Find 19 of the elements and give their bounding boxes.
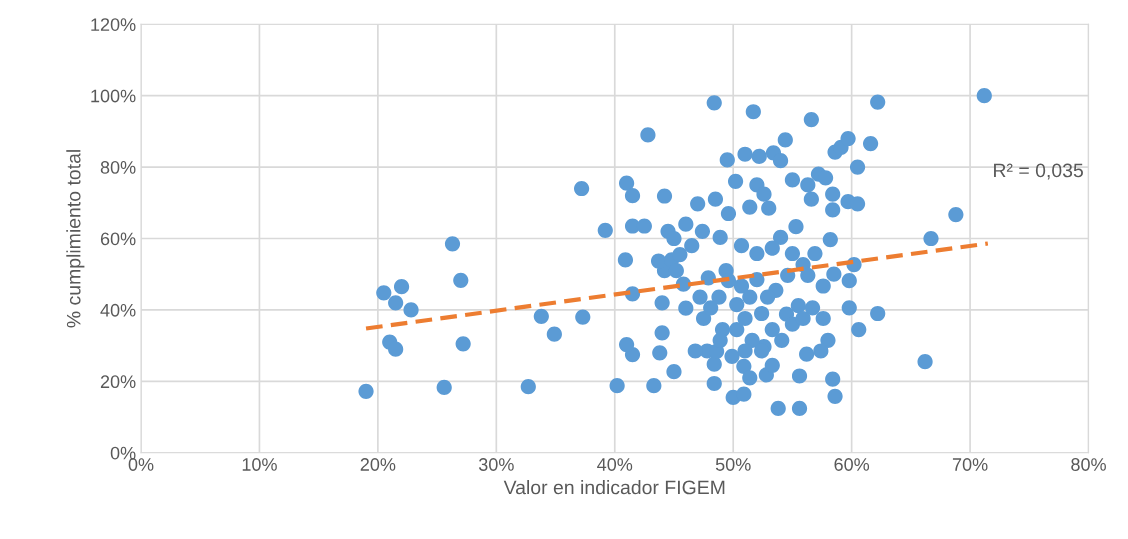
y-tick-label: 80% (100, 161, 136, 174)
y-tick-label: 60% (100, 232, 136, 246)
y-tick-label: 100% (91, 89, 136, 103)
y-tick-label: 0% (110, 446, 136, 460)
annotation: R² = 0,035 (994, 163, 1083, 180)
x-tick-label: 60% (834, 458, 870, 471)
x-axis-title: Valor en indicador FIGEM (503, 480, 725, 495)
x-tick-label: 70% (952, 458, 988, 471)
y-tick-label: 120% (91, 18, 136, 31)
x-tick-label: 80% (1071, 458, 1106, 471)
y-tick-label: 40% (100, 303, 136, 317)
x-tick-label: 40% (597, 458, 633, 471)
y-axis-title: % cumplimiento total (66, 150, 85, 328)
x-tick-label: 0% (128, 458, 154, 471)
x-tick-label: 50% (715, 458, 751, 471)
y-tick-label: 20% (100, 375, 136, 389)
x-tick-label: 20% (360, 458, 396, 471)
x-tick-label: 30% (478, 458, 514, 471)
x-tick-label: 10% (242, 458, 277, 471)
